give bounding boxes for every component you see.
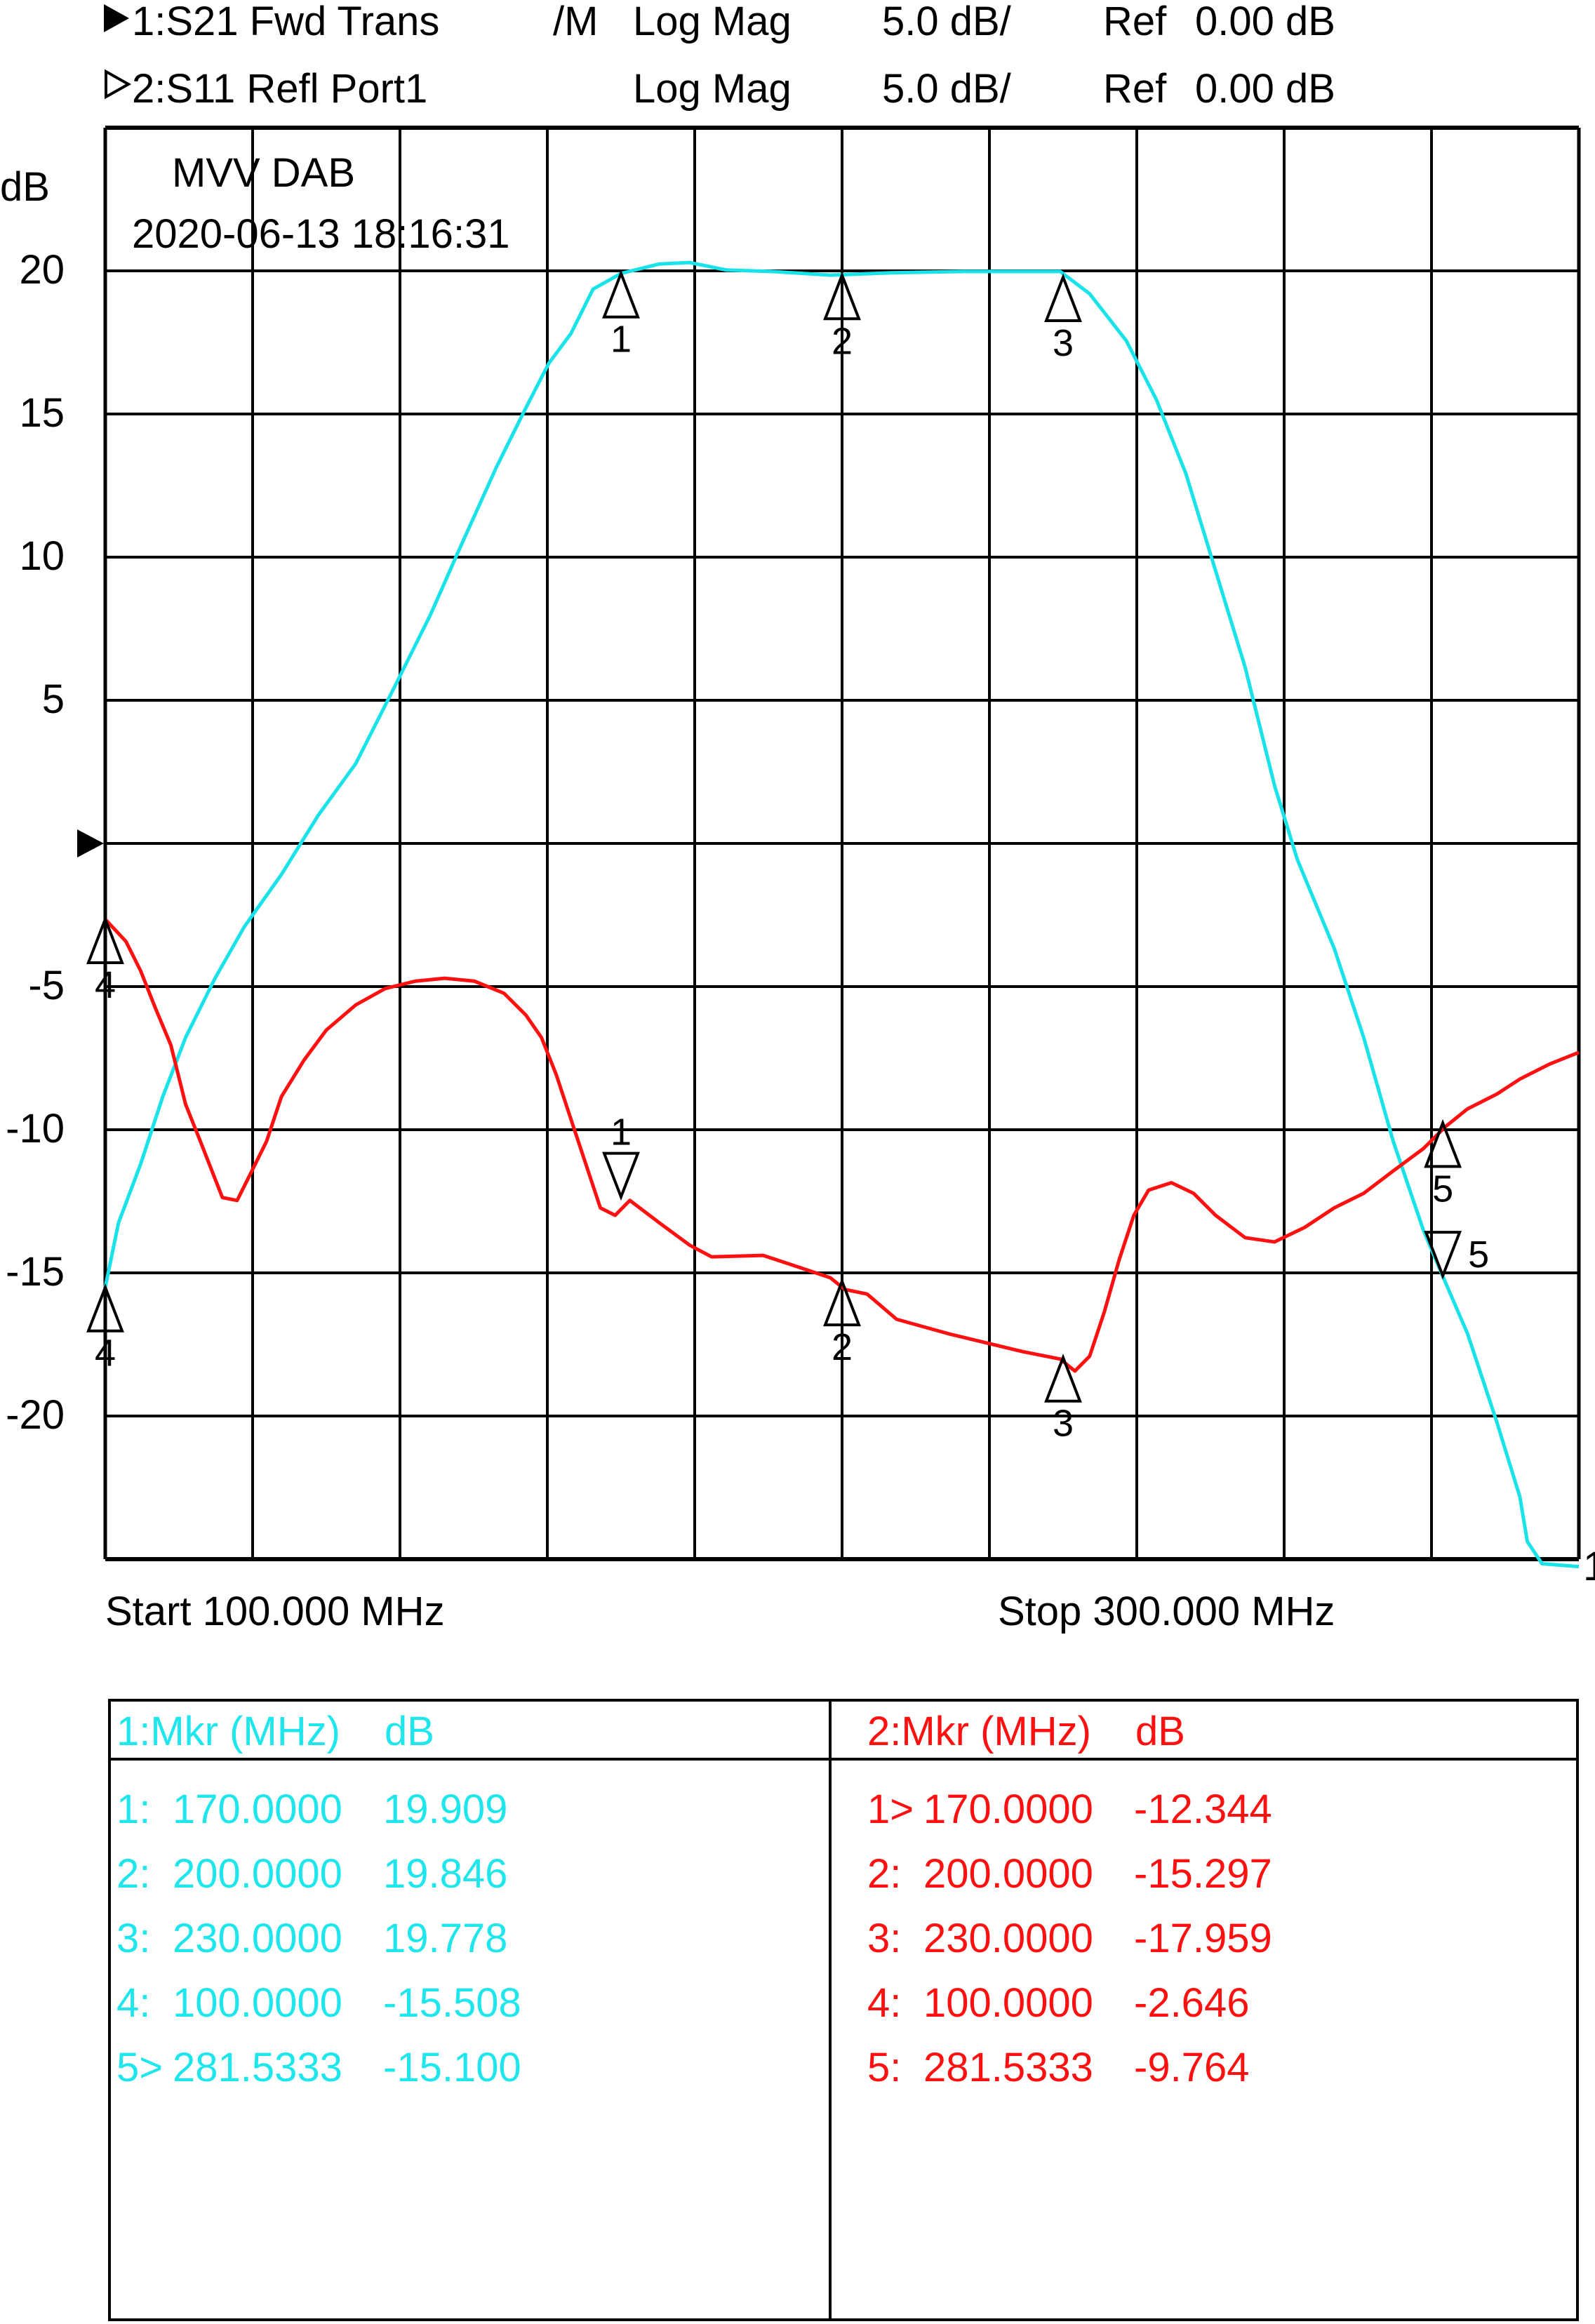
s11-trace-line [104, 918, 1580, 1373]
trace1-name[interactable]: 1:S21 Fwd Trans [132, 0, 440, 44]
y-tick-label: -5 [28, 963, 65, 1008]
table-divider [829, 1702, 832, 2318]
marker-row-id: 3: [116, 1916, 151, 1961]
marker-row-id: 2: [116, 1851, 151, 1897]
marker-row-value: -9.764 [1134, 2045, 1250, 2090]
stop-frequency: Stop 300.000 MHz [998, 1589, 1335, 1634]
marker-label: 2 [832, 320, 853, 362]
marker-label: 3 [1053, 1403, 1074, 1445]
marker-triangle-icon [602, 269, 640, 319]
trace1-flag: /M [553, 0, 599, 44]
marker-row-id: 2: [867, 1851, 902, 1897]
trace2-scale: 5.0 dB/ [882, 66, 1011, 112]
marker-row-freq: 200.0000 [923, 1851, 1093, 1897]
marker-row-id: 5: [867, 2045, 902, 2090]
marker-triangle-icon [1044, 1354, 1082, 1403]
annotation-title: MVV DAB [172, 150, 356, 196]
marker-row-freq: 281.5333 [923, 2045, 1093, 2090]
marker-row-value: -12.344 [1134, 1787, 1272, 1832]
marker-row-id: 4: [867, 1980, 902, 2026]
right-header-mkr: 2:Mkr (MHz) [867, 1709, 1091, 1754]
marker-triangle-icon [823, 271, 861, 321]
marker-table: 1:Mkr (MHz) dB 2:Mkr (MHz) dB 1: 170.0000… [108, 1699, 1579, 2321]
marker-triangle-icon [1424, 1231, 1462, 1280]
y-tick-label: -20 [6, 1392, 65, 1438]
marker-row-value: 19.778 [383, 1916, 508, 1961]
left-header-unit: dB [385, 1709, 434, 1754]
marker-row-freq: 230.0000 [173, 1916, 342, 1961]
trace2-ref-label: Ref [1103, 66, 1167, 112]
marker-row-freq: 100.0000 [173, 1980, 342, 2026]
left-header-mkr: 1:Mkr (MHz) [116, 1709, 340, 1754]
inactive-trace-icon [105, 69, 132, 100]
annotation-datetime: 2020-06-13 18:16:31 [132, 211, 510, 257]
y-tick-label: 15 [19, 390, 65, 436]
y-tick-label: 5 [41, 676, 65, 722]
marker-row-id: 4: [116, 1980, 151, 2026]
y-tick-label: 10 [19, 533, 65, 579]
marker-label: 3 [1053, 322, 1074, 364]
trace2-format: Log Mag [633, 66, 792, 112]
marker-label: 1 [610, 319, 632, 361]
trace1-ref-label: Ref [1103, 0, 1167, 44]
marker-label: 4 [95, 1333, 116, 1375]
trace1-scale: 5.0 dB/ [882, 0, 1011, 44]
start-frequency: Start 100.000 MHz [105, 1589, 445, 1634]
y-axis-unit: dB [0, 164, 50, 210]
trace1-ref-value: 0.00 dB [1195, 0, 1335, 44]
marker-label: 5 [1432, 1168, 1453, 1210]
marker-row-value: -15.100 [383, 2045, 521, 2090]
s21-trace-line [103, 260, 1580, 1569]
marker-row-value: -2.646 [1134, 1980, 1250, 2026]
marker-label: 5 [1468, 1234, 1489, 1276]
marker-row-value: 19.846 [383, 1851, 508, 1897]
reference-level-arrow [77, 829, 104, 857]
marker-row-value: -15.508 [383, 1980, 521, 2026]
marker-row-value: -17.959 [1134, 1916, 1272, 1961]
marker-row-freq: 170.0000 [173, 1787, 342, 1832]
marker-row-id: 3: [867, 1916, 902, 1961]
marker-triangle-icon [1044, 273, 1082, 323]
marker-row-freq: 230.0000 [923, 1916, 1093, 1961]
marker-triangle-icon [86, 1283, 124, 1333]
marker-triangle-icon [1424, 1118, 1462, 1168]
marker-label: 2 [832, 1326, 853, 1368]
trace2-name[interactable]: 2:S11 Refl Port1 [132, 66, 428, 112]
marker-triangle-icon [602, 1151, 640, 1201]
marker-row-freq: 100.0000 [923, 1980, 1093, 2026]
marker-row-value: -15.297 [1134, 1851, 1272, 1897]
y-tick-label: -10 [6, 1106, 65, 1151]
marker-label: 1 [610, 1111, 632, 1154]
table-header-divider [111, 1758, 1576, 1761]
marker-row-freq: 200.0000 [173, 1851, 342, 1897]
y-tick-label: -15 [6, 1249, 65, 1295]
y-tick-label: 20 [19, 247, 65, 293]
marker-triangle-icon [86, 915, 124, 964]
trace2-ref-value: 0.00 dB [1195, 66, 1335, 112]
marker-row-id: 1: [116, 1787, 151, 1832]
marker-row-freq: 281.5333 [173, 2045, 342, 2090]
marker-row-id: 5> [116, 2045, 163, 2090]
marker-label: 4 [95, 964, 116, 1006]
marker-row-id: 1> [867, 1787, 914, 1832]
right-header-unit: dB [1135, 1709, 1185, 1754]
trace1-format: Log Mag [633, 0, 792, 44]
marker-triangle-icon [823, 1277, 861, 1327]
trace-end-label: 1 [1583, 1544, 1595, 1589]
marker-row-freq: 170.0000 [923, 1787, 1093, 1832]
active-trace-icon [104, 4, 129, 32]
marker-row-value: 19.909 [383, 1787, 508, 1832]
